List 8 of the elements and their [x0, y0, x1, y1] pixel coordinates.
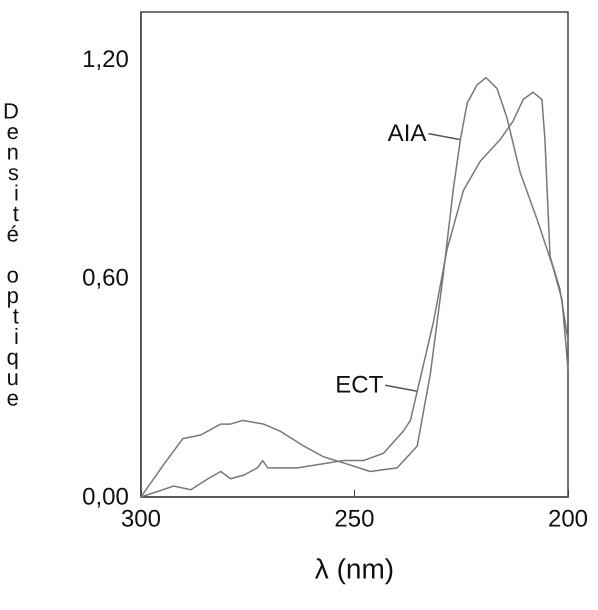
text: Densité optique	[2, 98, 19, 410]
x-tick-label: 250	[334, 506, 374, 532]
x-axis-title: λ (nm)	[314, 554, 394, 584]
annotation: AIA	[388, 120, 426, 148]
y-tick-label: 1,20	[82, 46, 129, 73]
y-tick-label: 0,60	[82, 264, 129, 292]
x-tick-label: 200	[548, 506, 588, 532]
annotation: ECT	[335, 372, 384, 399]
